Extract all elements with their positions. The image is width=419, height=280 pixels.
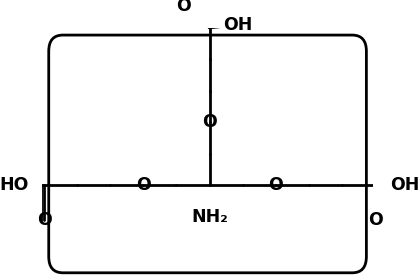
Text: O: O [176,0,190,15]
Text: HO: HO [0,176,29,194]
Text: OH: OH [390,176,419,194]
Text: O: O [368,211,383,229]
Text: O: O [268,176,283,194]
FancyBboxPatch shape [49,35,366,273]
Text: OH: OH [223,16,252,34]
Text: O: O [202,113,217,131]
Text: NH₂: NH₂ [191,208,228,226]
Text: O: O [136,176,151,194]
Text: O: O [36,211,52,229]
